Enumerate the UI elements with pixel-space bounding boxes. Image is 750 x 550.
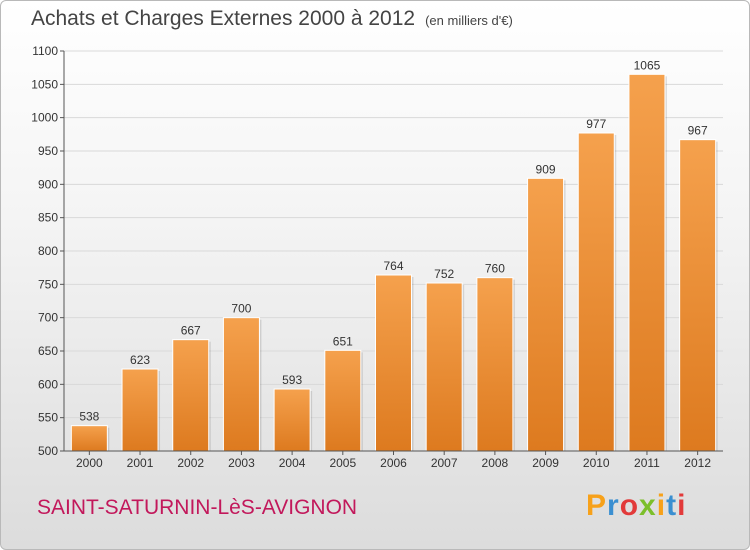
x-tick-label: 2000: [76, 456, 103, 470]
y-tick-label: 500: [38, 444, 58, 458]
x-tick-label: 2004: [279, 456, 306, 470]
bar-2010: [577, 132, 615, 452]
x-tick-label: 2003: [228, 456, 255, 470]
x-tick-label: 2005: [329, 456, 356, 470]
x-tick-label: 2012: [684, 456, 711, 470]
bar-2005: [324, 349, 362, 452]
bar-2007: [425, 282, 463, 452]
logo-letter: r: [607, 489, 620, 522]
logo-letter: t: [666, 489, 678, 522]
bar-2001: [121, 368, 159, 452]
data-label: 1065: [634, 58, 661, 72]
y-tick-label: 950: [38, 144, 58, 158]
bar-2000: [70, 425, 108, 452]
data-label: 667: [181, 324, 201, 338]
data-label: 764: [383, 259, 403, 273]
x-tick-label: 2007: [431, 456, 458, 470]
data-label: 538: [79, 410, 99, 424]
y-tick-label: 550: [38, 411, 58, 425]
y-tick-label: 750: [38, 277, 58, 291]
bar-2011: [628, 73, 666, 452]
town-name: SAINT-SATURNIN-LèS-AVIGNON: [37, 496, 358, 519]
bars: 538 2000 623 2001 667 2002 700 2003 593 2004 651 20…: [70, 58, 718, 470]
bar-2012: [679, 139, 717, 452]
bar-2009: [527, 177, 565, 452]
y-tick-label: 1100: [32, 44, 58, 58]
data-label: 593: [282, 373, 302, 387]
logo-letter: i: [677, 489, 687, 522]
y-axis-ticks: 500 550 600 650 700 750 800 850 900 950 1000 1050 11…: [31, 44, 64, 458]
data-label: 752: [434, 267, 454, 281]
data-label: 760: [485, 262, 505, 276]
bar-2008: [476, 277, 514, 452]
y-tick-label: 800: [38, 244, 58, 258]
logo-letter: P: [586, 489, 608, 522]
logo-letter: i: [656, 489, 667, 522]
title-text: Achats et Charges Externes 2000 à 2012: [31, 7, 416, 30]
logo-letter: o: [619, 489, 640, 522]
proxiti-logo: Proxiti: [586, 489, 686, 523]
axes: [63, 51, 723, 452]
y-tick-label: 1050: [31, 77, 58, 91]
data-label: 651: [333, 334, 353, 348]
x-tick-label: 2002: [177, 456, 204, 470]
x-tick-label: 2011: [634, 456, 660, 470]
logo-letter: x: [639, 489, 657, 522]
y-tick-label: 850: [38, 211, 58, 225]
data-label: 967: [688, 124, 708, 138]
data-label: 977: [586, 117, 606, 131]
y-tick-label: 1000: [31, 111, 58, 125]
y-tick-label: 700: [38, 311, 58, 325]
data-label: 909: [536, 162, 556, 176]
x-tick-label: 2006: [380, 456, 407, 470]
x-tick-label: 2001: [127, 456, 154, 470]
title-unit: (en milliers d'€): [425, 13, 513, 28]
y-tick-label: 650: [38, 344, 58, 358]
y-tick-label: 900: [38, 177, 58, 191]
bar-2004: [273, 388, 311, 452]
chart-title: Achats et Charges Externes 2000 à 2012 (e…: [31, 7, 513, 31]
bar-2006: [375, 274, 412, 452]
bar-2003: [222, 317, 260, 452]
y-tick-label: 600: [38, 377, 58, 391]
bar-2002: [172, 339, 210, 452]
x-tick-label: 2010: [583, 456, 610, 470]
data-label: 700: [231, 302, 251, 316]
x-tick-label: 2008: [482, 456, 509, 470]
x-tick-label: 2009: [532, 456, 559, 470]
data-label: 623: [130, 353, 150, 367]
